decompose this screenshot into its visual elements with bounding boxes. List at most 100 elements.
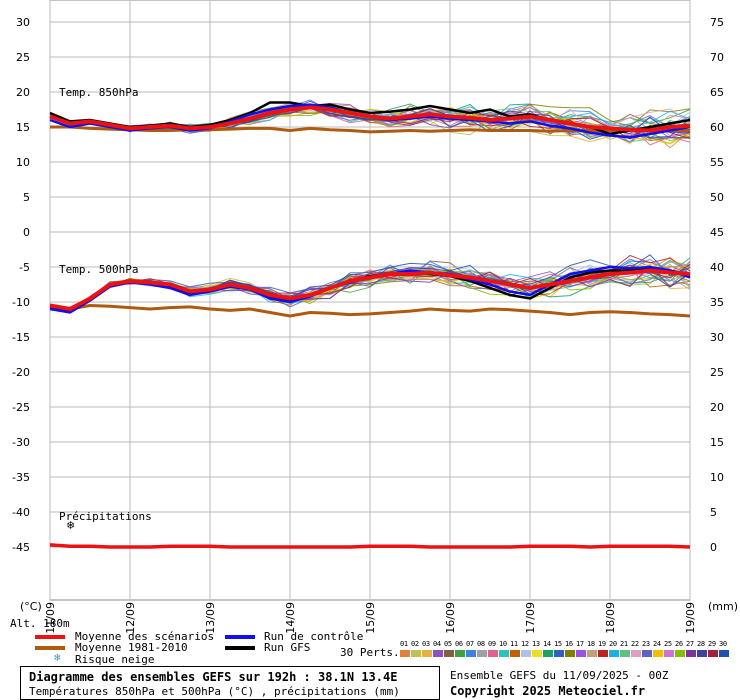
pert-number: 05 — [444, 640, 452, 648]
pert-swatch — [521, 650, 531, 657]
right-tick-label: 20 — [710, 401, 724, 414]
legend-gfs: Run GFS — [264, 641, 311, 654]
pert-number: 16 — [565, 640, 573, 648]
pert-number: 23 — [642, 640, 650, 648]
pert-swatch — [598, 650, 608, 657]
pert-swatch — [620, 650, 630, 657]
right-tick-label: 65 — [710, 86, 724, 99]
pert-swatch — [664, 650, 674, 657]
x-tick-label: 12/09 — [124, 602, 137, 634]
left-tick-label: 25 — [16, 51, 30, 64]
x-tick-label: 18/09 — [604, 602, 617, 634]
left-tick-label: 5 — [23, 191, 30, 204]
right-tick-label: 0 — [710, 541, 717, 554]
right-tick-label: 5 — [710, 506, 717, 519]
x-tick-label: 15/09 — [364, 602, 377, 634]
left-tick-label: -15 — [12, 331, 30, 344]
pert-number: 01 — [400, 640, 408, 648]
snowflake-icon: ❄ — [54, 651, 61, 664]
pert-number: 24 — [653, 640, 661, 648]
pert-swatch — [543, 650, 553, 657]
pert-swatch — [510, 650, 520, 657]
pert-swatch — [675, 650, 685, 657]
pert-swatch — [444, 650, 454, 657]
pert-swatch — [433, 650, 443, 657]
pert-number: 18 — [587, 640, 595, 648]
left-tick-label: -25 — [12, 401, 30, 414]
pert-swatch — [697, 650, 707, 657]
right-tick-label: 10 — [710, 471, 724, 484]
mean-scenarios-line — [49, 105, 691, 133]
pert-swatch — [455, 650, 465, 657]
right-tick-label: 75 — [710, 16, 724, 29]
left-tick-label: 30 — [16, 16, 30, 29]
pert-number: 10 — [499, 640, 507, 648]
pert-number: 08 — [477, 640, 485, 648]
right-tick-label: 35 — [710, 296, 724, 309]
pert-number: 03 — [422, 640, 430, 648]
pert-number: 29 — [708, 640, 716, 648]
x-tick-label: 14/09 — [284, 602, 297, 634]
x-tick-label: 16/09 — [444, 602, 457, 634]
legend-snow: Risque neige — [75, 653, 155, 666]
panel-labels: Temp. 850hPa Temp. 500hPa Précipitations — [59, 86, 152, 523]
pert-number: 13 — [532, 640, 540, 648]
x-tick-label: 19/09 — [684, 602, 697, 634]
pert-number: 21 — [620, 640, 628, 648]
panel-label-precip: Précipitations — [59, 510, 152, 523]
pert-swatch — [719, 650, 729, 657]
left-unit-label: (°C) — [20, 600, 42, 613]
pert-swatch — [488, 650, 498, 657]
chart-subtitle: Températures 850hPa et 500hPa (°C) , pré… — [29, 685, 400, 698]
pert-swatch — [631, 650, 641, 657]
pert-swatch — [466, 650, 476, 657]
chart-series: ❄ — [49, 101, 691, 549]
left-tick-label: -20 — [12, 366, 30, 379]
pert-number: 07 — [466, 640, 474, 648]
pert-number: 14 — [543, 640, 551, 648]
legend-control: Run de contrôle — [264, 630, 364, 643]
right-unit-label: (mm) — [708, 600, 738, 613]
legend-swatch-control — [225, 635, 255, 639]
pert-number: 15 — [554, 640, 562, 648]
pert-number: 06 — [455, 640, 463, 648]
pert-swatch — [609, 650, 619, 657]
left-tick-label: 15 — [16, 121, 30, 134]
pert-swatch — [565, 650, 575, 657]
pert-swatch — [686, 650, 696, 657]
info-box: Diagramme des ensembles GEFS sur 192h : … — [20, 666, 440, 700]
pert-swatch — [400, 650, 410, 657]
pert-swatch — [532, 650, 542, 657]
pert-number: 27 — [686, 640, 694, 648]
pert-swatch — [499, 650, 509, 657]
pert-number: 30 — [719, 640, 727, 648]
right-tick-label: 45 — [710, 226, 724, 239]
chart-grid — [49, 0, 691, 601]
pert-swatch — [477, 650, 487, 657]
pert-number: 17 — [576, 640, 584, 648]
left-tick-label: 10 — [16, 156, 30, 169]
pert-swatch — [708, 650, 718, 657]
panel-label-850: Temp. 850hPa — [59, 86, 138, 99]
left-tick-label: -30 — [12, 436, 30, 449]
pert-swatch — [422, 650, 432, 657]
left-tick-label: -45 — [12, 541, 30, 554]
right-tick-label: 60 — [710, 121, 724, 134]
pert-number: 25 — [664, 640, 672, 648]
pert-number: 12 — [521, 640, 529, 648]
x-tick-label: 11/09 — [44, 602, 57, 634]
pert-number: 28 — [697, 640, 705, 648]
right-tick-label: 50 — [710, 191, 724, 204]
right-tick-label: 15 — [710, 436, 724, 449]
panel-label-500: Temp. 500hPa — [59, 263, 138, 276]
pert-number: 02 — [411, 640, 419, 648]
legend-swatch-climatology — [35, 646, 65, 650]
legend-swatch-mean — [35, 635, 65, 639]
pert-number: 19 — [598, 640, 606, 648]
right-tick-label: 25 — [710, 366, 724, 379]
pert-number: 22 — [631, 640, 639, 648]
pert-number: 26 — [675, 640, 683, 648]
left-tick-label: -40 — [12, 506, 30, 519]
pert-number: 04 — [433, 640, 441, 648]
